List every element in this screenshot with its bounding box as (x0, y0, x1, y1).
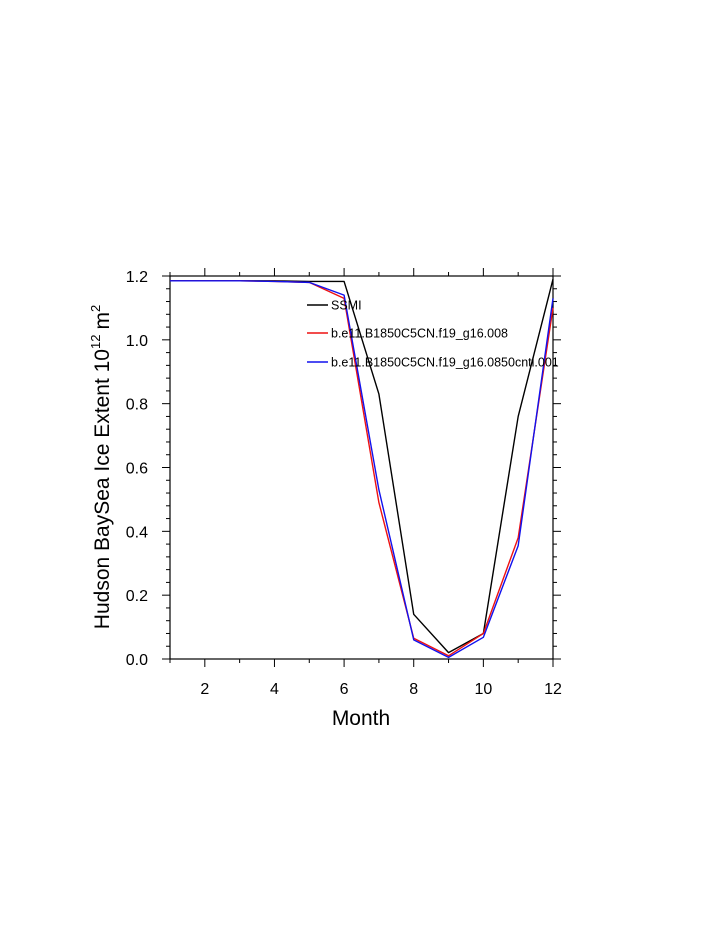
axis-ticks: 2 4 6 8 10 12 0.0 0.2 0.4 0.6 0.8 1.0 1.2 (126, 268, 562, 698)
y-axis-title-unit: m (91, 312, 114, 330)
series-lines (170, 279, 554, 659)
y-tick-label: 0.8 (126, 397, 148, 414)
y-axis-title-main: Hudson BaySea Ice Extent 10 (91, 349, 114, 629)
legend-label-3: b.e11.B1850C5CN.f19_g16.0850cntl.001 (331, 356, 559, 370)
x-tick-label: 10 (474, 681, 492, 698)
y-axis-title: Hudson BaySea Ice Extent 1012 m2 (88, 305, 114, 629)
x-tick-label: 12 (544, 681, 562, 698)
y-tick-label: 0.4 (126, 524, 148, 541)
y-tick-label: 1.0 (126, 333, 148, 350)
x-tick-label: 8 (409, 681, 418, 698)
legend-label-2: b.e11.B1850C5CN.f19_g16.008 (331, 327, 508, 341)
y-tick-label: 0.0 (126, 652, 148, 669)
y-axis-title-exponent: 12 (88, 335, 103, 349)
legend-label-1: SSMI (331, 299, 362, 313)
x-axis-title: Month (332, 707, 390, 730)
x-tick-label: 4 (270, 681, 279, 698)
x-tick-label: 6 (340, 681, 349, 698)
legend: SSMI b.e11.B1850C5CN.f19_g16.008 b.e11.B18… (307, 299, 559, 370)
y-tick-label: 0.6 (126, 461, 148, 478)
y-tick-label: 1.2 (126, 269, 148, 286)
y-tick-label: 0.2 (126, 588, 148, 605)
x-tick-label: 2 (200, 681, 209, 698)
y-axis-title-unit-exponent: 2 (88, 305, 103, 312)
series-line-3 (170, 280, 554, 659)
